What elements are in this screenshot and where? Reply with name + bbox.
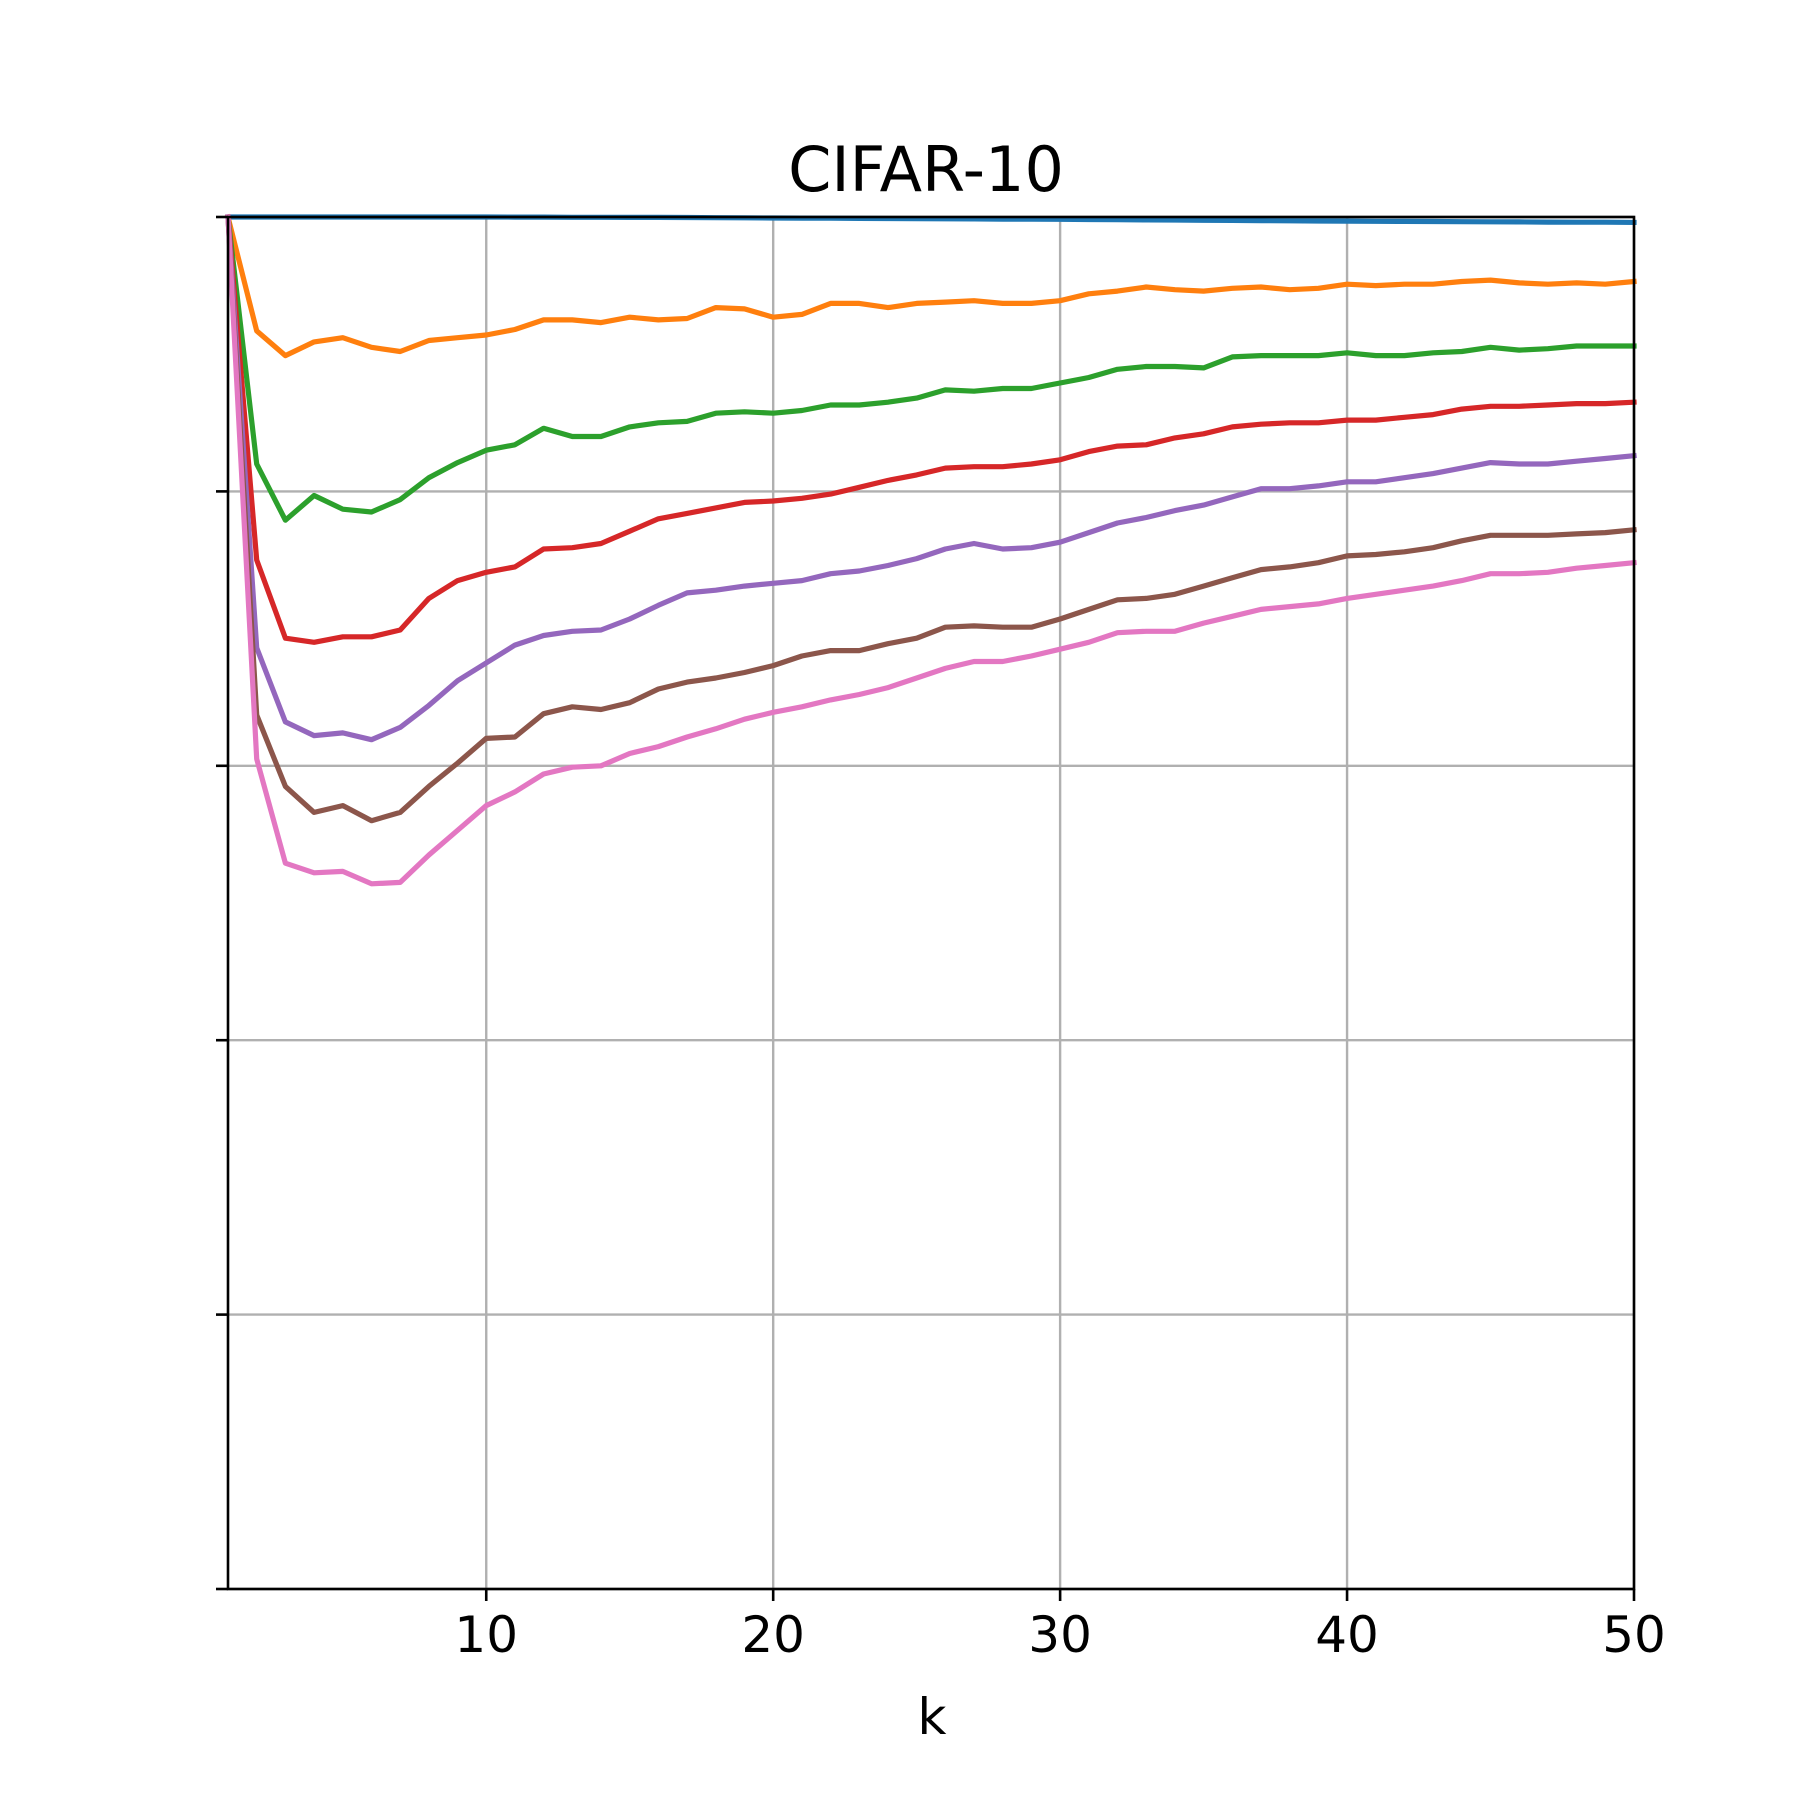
series-line-7: [225, 214, 1637, 887]
x-tick-label: 10: [454, 1606, 518, 1664]
x-tick-label: 50: [1602, 1606, 1666, 1664]
plot-frame: [226, 215, 1636, 1591]
ticks-layer: 10 20 30 40 50: [216, 215, 1666, 1664]
series-line-4: [225, 214, 1637, 645]
x-tick-label: 20: [741, 1606, 805, 1664]
grid-layer: [228, 215, 1636, 1591]
series-line-3: [225, 214, 1637, 523]
chart-title: CIFAR-10: [788, 133, 1064, 206]
series-line-6: [225, 214, 1637, 824]
x-axis-label: k: [918, 1688, 947, 1746]
series-line-5: [225, 214, 1637, 743]
series-line-2: [224, 213, 1637, 359]
axes-layer: [226, 215, 1636, 1591]
x-tick-label: 30: [1028, 1606, 1092, 1664]
series-layer: [224, 213, 1637, 887]
x-tick-label: 40: [1315, 1606, 1379, 1664]
